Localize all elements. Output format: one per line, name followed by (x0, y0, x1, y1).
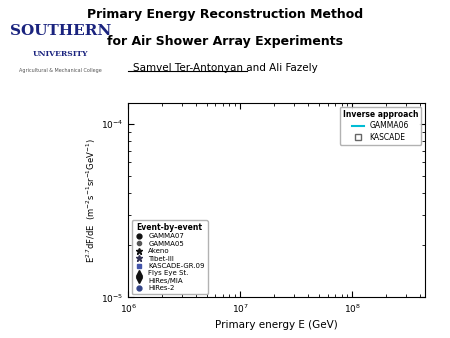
Text: Samvel Ter-Antonyan and Ali Fazely: Samvel Ter-Antonyan and Ali Fazely (133, 63, 317, 73)
Legend: GAMMA07, GAMMA05, Akeno, Tibet-III, KASCADE-GR.09, Flys Eye St., HiRes/MIA, HiRe: GAMMA07, GAMMA05, Akeno, Tibet-III, KASC… (132, 220, 207, 294)
X-axis label: Primary energy E (GeV): Primary energy E (GeV) (216, 320, 338, 330)
Text: SOUTHERN: SOUTHERN (10, 24, 112, 38)
Text: Primary Energy Reconstruction Method: Primary Energy Reconstruction Method (87, 8, 363, 21)
Text: UNIVERSITY: UNIVERSITY (33, 50, 89, 58)
Text: for Air Shower Array Experiments: for Air Shower Array Experiments (107, 35, 343, 48)
Y-axis label: E$^{2.7}$dF/dE  (m$^{-2}$s$^{-1}$sr$^{-1}$GeV$^{-1}$): E$^{2.7}$dF/dE (m$^{-2}$s$^{-1}$sr$^{-1}… (85, 138, 98, 263)
Text: Agricultural & Mechanical College: Agricultural & Mechanical College (19, 68, 102, 73)
